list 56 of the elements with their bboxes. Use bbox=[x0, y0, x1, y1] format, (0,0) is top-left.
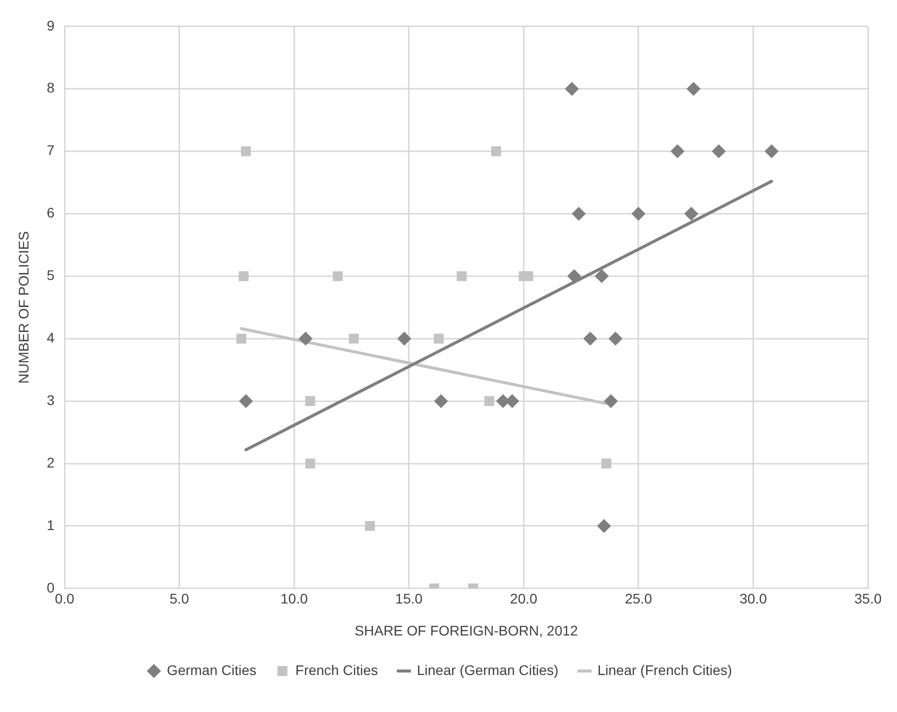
point bbox=[332, 271, 343, 282]
point bbox=[564, 82, 579, 96]
point bbox=[434, 334, 444, 344]
y-tick-label: 7 bbox=[46, 142, 55, 158]
y-tick-label: 0 bbox=[46, 579, 55, 596]
point bbox=[238, 394, 253, 408]
legend-label: Linear (French Cities) bbox=[597, 662, 732, 678]
y-tick-label: 8 bbox=[46, 80, 55, 96]
point bbox=[240, 146, 251, 156]
x-tick-label: 0.0 bbox=[54, 590, 75, 607]
point bbox=[608, 332, 622, 346]
point bbox=[491, 146, 502, 156]
y-tick-label: 9 bbox=[46, 17, 55, 34]
y-tick-label: 1 bbox=[46, 516, 55, 533]
y-tick-label: 3 bbox=[46, 392, 55, 408]
point bbox=[348, 334, 359, 344]
x-tick-label: 20.0 bbox=[510, 590, 538, 607]
legend-label: French Cities bbox=[295, 662, 378, 678]
point bbox=[238, 271, 249, 282]
point bbox=[434, 394, 448, 408]
point bbox=[298, 332, 313, 346]
point bbox=[583, 332, 598, 346]
point bbox=[670, 144, 684, 158]
x-tick-label: 5.0 bbox=[170, 590, 190, 607]
point bbox=[523, 271, 534, 282]
point bbox=[305, 396, 316, 406]
point bbox=[572, 206, 586, 221]
y-tick-label: 6 bbox=[46, 204, 55, 221]
point bbox=[364, 521, 375, 531]
point bbox=[305, 458, 316, 468]
x-tick-label: 10.0 bbox=[280, 590, 308, 607]
point bbox=[597, 518, 612, 533]
y-tick-label: 2 bbox=[46, 454, 55, 470]
point bbox=[604, 394, 618, 408]
x-tick-label: 30.0 bbox=[740, 590, 768, 607]
point bbox=[686, 82, 701, 96]
point bbox=[601, 458, 612, 468]
y-axis-title: NUMBER OF POLICIES bbox=[15, 231, 32, 384]
x-tick-label: 35.0 bbox=[854, 590, 882, 607]
x-tick-label: 25.0 bbox=[624, 590, 652, 607]
point bbox=[684, 206, 698, 221]
point bbox=[236, 334, 246, 344]
x-axis-title: SHARE OF FOREIGN-BORN, 2012 bbox=[354, 622, 578, 638]
x-tick-label: 15.0 bbox=[395, 590, 423, 607]
point bbox=[397, 332, 412, 346]
legend-label: Linear (German Cities) bbox=[416, 662, 558, 678]
y-tick-label: 5 bbox=[46, 267, 55, 284]
legend-label: German Cities bbox=[166, 662, 256, 678]
point bbox=[456, 271, 467, 282]
point bbox=[567, 269, 582, 284]
point bbox=[631, 206, 646, 221]
point bbox=[484, 396, 494, 406]
y-tick-label: 4 bbox=[46, 329, 55, 346]
point bbox=[594, 269, 609, 284]
point bbox=[764, 144, 779, 158]
point bbox=[712, 144, 726, 158]
